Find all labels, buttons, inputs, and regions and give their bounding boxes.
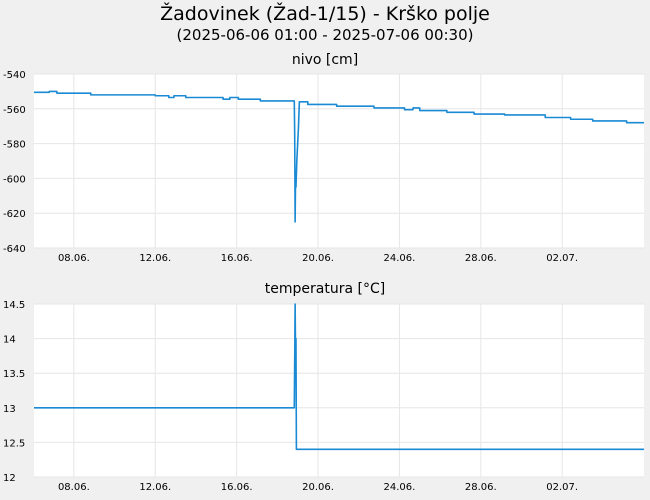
temperature-panel-title: temperatura [°C] bbox=[264, 281, 386, 297]
level-x-tick-label: 16.06. bbox=[221, 253, 253, 264]
chart-title: Žadovinek (Žad-1/15) - Krško polje bbox=[160, 3, 490, 25]
temperature-y-tick-label: 13 bbox=[3, 404, 16, 415]
temperature-y-tick-label: 13.5 bbox=[3, 369, 25, 380]
level-y-tick-label: -640 bbox=[3, 244, 26, 255]
level-x-tick-label: 02.07. bbox=[546, 253, 578, 264]
temperature-y-tick-label: 14 bbox=[3, 335, 16, 346]
level-plot-area bbox=[34, 74, 644, 248]
chart-subtitle: (2025-06-06 01:00 - 2025-07-06 00:30) bbox=[176, 26, 474, 44]
level-x-tick-label: 24.06. bbox=[384, 253, 416, 264]
level-x-tick-label: 08.06. bbox=[58, 253, 90, 264]
level-series-line bbox=[34, 90, 644, 223]
temperature-x-tick-label: 16.06. bbox=[221, 482, 253, 493]
temperature-y-tick-label: 12 bbox=[3, 473, 16, 484]
temperature-x-tick-label: 02.07. bbox=[546, 482, 578, 493]
temperature-x-tick-label: 24.06. bbox=[384, 482, 416, 493]
level-y-tick-label: -580 bbox=[3, 140, 26, 151]
level-x-tick-label: 20.06. bbox=[302, 253, 334, 264]
temperature-series-line bbox=[34, 303, 644, 451]
level-x-tick-label: 28.06. bbox=[465, 253, 497, 264]
temperature-x-tick-label: 08.06. bbox=[58, 482, 90, 493]
level-y-tick-label: -600 bbox=[3, 174, 26, 185]
temperature-y-tick-label: 12.5 bbox=[3, 438, 25, 449]
temperature-x-tick-label: 12.06. bbox=[139, 482, 171, 493]
level-x-tick-label: 12.06. bbox=[139, 253, 171, 264]
temperature-plot-area bbox=[34, 304, 644, 477]
level-panel-title: nivo [cm] bbox=[291, 52, 359, 68]
temperature-y-tick-label: 14.5 bbox=[3, 300, 25, 311]
level-y-tick-label: -540 bbox=[3, 70, 26, 81]
level-y-tick-label: -560 bbox=[3, 105, 26, 116]
temperature-x-tick-label: 28.06. bbox=[465, 482, 497, 493]
temperature-x-tick-label: 20.06. bbox=[302, 482, 334, 493]
level-y-tick-label: -620 bbox=[3, 209, 26, 220]
